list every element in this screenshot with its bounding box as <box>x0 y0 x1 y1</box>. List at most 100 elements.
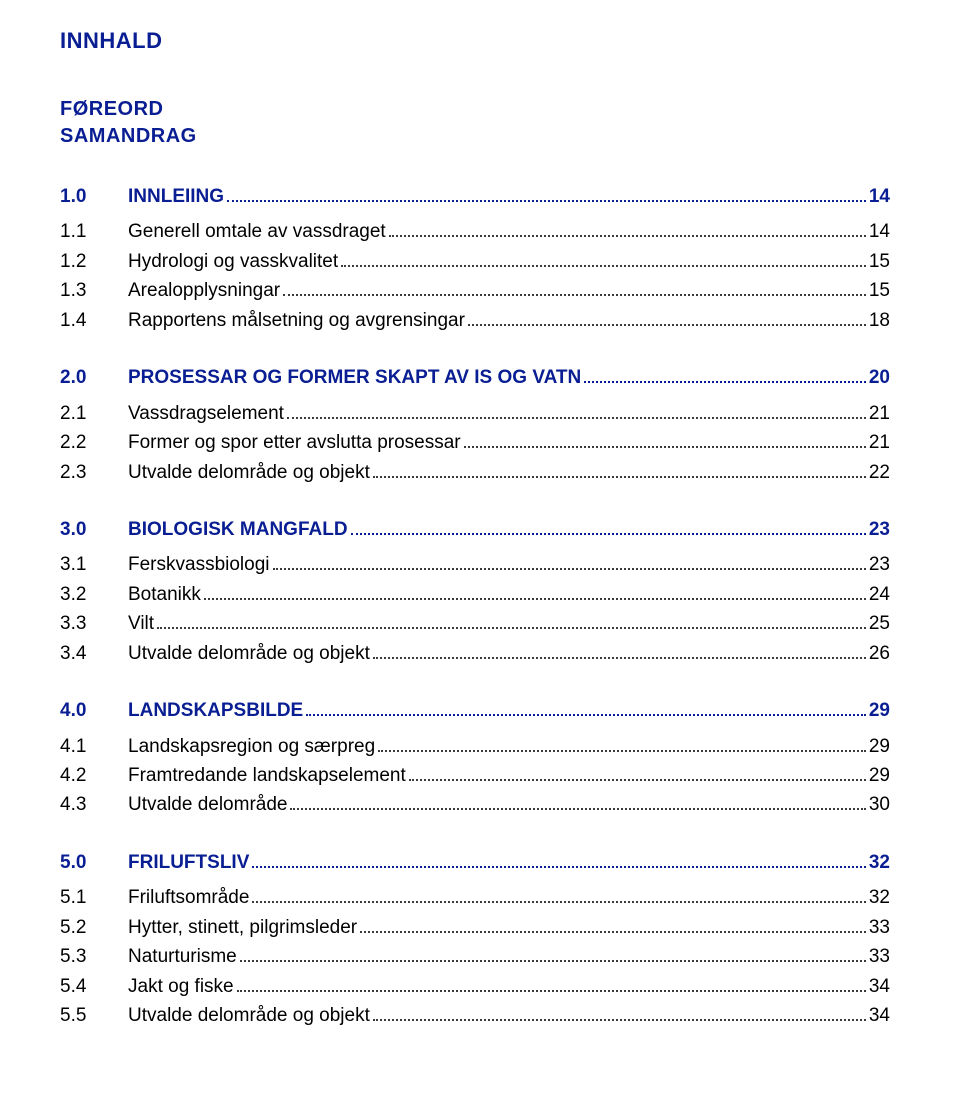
toc-entry-label: Jakt og fiske <box>128 972 234 1001</box>
toc-leader-dots <box>273 551 866 570</box>
toc-entry-label: Vassdragselement <box>128 399 284 428</box>
toc-leader-dots <box>252 884 865 903</box>
toc-entry-number: 1.3 <box>60 276 128 305</box>
toc-entry-number: 2.2 <box>60 428 128 457</box>
toc-entry-page: 23 <box>869 550 890 579</box>
toc-entry: 3.3Vilt 25 <box>60 609 890 638</box>
toc-section-page: 23 <box>869 515 890 544</box>
toc-entry-page: 21 <box>869 428 890 457</box>
preface-line: SAMANDRAG <box>60 123 890 150</box>
toc-entry-number: 3.1 <box>60 550 128 579</box>
toc-entry-page: 14 <box>869 217 890 246</box>
toc-entry-label: Botanikk <box>128 580 201 609</box>
toc-entry: 3.4Utvalde delområde og objekt26 <box>60 639 890 668</box>
toc-entry-page: 33 <box>869 942 890 971</box>
toc-entry: 5.3Naturturisme33 <box>60 942 890 971</box>
toc-entry-label: Hytter, stinett, pilgrimsleder <box>128 913 357 942</box>
toc-entry-label: Hydrologi og vasskvalitet <box>128 247 338 276</box>
toc-entry-number: 3.2 <box>60 580 128 609</box>
toc-entries: 1.1Generell omtale av vassdraget141.2Hyd… <box>60 217 890 335</box>
toc-entry-number: 1.4 <box>60 306 128 335</box>
toc-section-label: BIOLOGISK MANGFALD <box>128 515 348 544</box>
toc-section: 3.0BIOLOGISK MANGFALD 23 <box>60 515 890 544</box>
toc-entry: 4.2Framtredande landskapselement29 <box>60 761 890 790</box>
toc-entry-label: Naturturisme <box>128 942 237 971</box>
toc-leader-dots <box>351 516 866 535</box>
toc-entry: 5.1Friluftsområde32 <box>60 883 890 912</box>
toc-section-label: PROSESSAR OG FORMER SKAPT AV IS OG VATN <box>128 363 581 392</box>
toc-entry-number: 5.4 <box>60 972 128 1001</box>
toc-entry-page: 25 <box>869 609 890 638</box>
toc-entry-number: 5.1 <box>60 883 128 912</box>
toc-section-number: 3.0 <box>60 515 128 544</box>
toc-entry-page: 26 <box>869 639 890 668</box>
toc-entry-label: Friluftsområde <box>128 883 249 912</box>
toc-entry-label: Ferskvassbiologi <box>128 550 270 579</box>
toc-section-page: 32 <box>869 848 890 877</box>
toc-leader-dots <box>252 849 865 868</box>
toc-entry-page: 34 <box>869 972 890 1001</box>
toc-entry-number: 3.3 <box>60 609 128 638</box>
toc-section-group: 5.0FRILUFTSLIV 32 5.1Friluftsområde325.2Hy… <box>60 848 890 1031</box>
toc-entry: 2.2Former og spor etter avslutta prosess… <box>60 428 890 457</box>
toc-section: 2.0PROSESSAR OG FORMER SKAPT AV IS OG VA… <box>60 363 890 392</box>
toc-entry: 1.1Generell omtale av vassdraget14 <box>60 217 890 246</box>
toc-section-group: 4.0LANDSKAPSBILDE29 4.1Landskapsregion og… <box>60 696 890 820</box>
toc-section: 4.0LANDSKAPSBILDE29 <box>60 696 890 725</box>
toc-leader-dots <box>584 364 866 383</box>
toc-leader-dots <box>464 429 866 448</box>
toc-leader-dots <box>409 762 866 781</box>
toc-entry-page: 15 <box>869 276 890 305</box>
toc-entry-page: 29 <box>869 732 890 761</box>
toc-section-number: 5.0 <box>60 848 128 877</box>
toc-leader-dots <box>468 307 866 326</box>
toc-leader-dots <box>306 697 866 716</box>
toc-entry: 4.3Utvalde delområde30 <box>60 790 890 819</box>
toc-entry-number: 4.1 <box>60 732 128 761</box>
toc-entry-number: 2.1 <box>60 399 128 428</box>
toc-section-group: 3.0BIOLOGISK MANGFALD233.1Ferskvassbiolo… <box>60 515 890 668</box>
toc-entries: 3.1Ferskvassbiologi233.2Botanikk243.3Vil… <box>60 550 890 668</box>
toc-leader-dots <box>373 458 866 477</box>
toc-entry: 3.1Ferskvassbiologi 23 <box>60 550 890 579</box>
toc-entry: 2.3Utvalde delområde og objekt 22 <box>60 458 890 487</box>
toc-entry: 5.5Utvalde delområde og objekt34 <box>60 1001 890 1030</box>
toc-section-page: 20 <box>869 363 890 392</box>
toc-entry-page: 22 <box>869 458 890 487</box>
page-title: INNHALD <box>60 28 890 54</box>
toc-section-page: 14 <box>869 182 890 211</box>
toc-entry-label: Vilt <box>128 609 154 638</box>
toc-leader-dots <box>389 218 866 237</box>
toc-entry-label: Framtredande landskapselement <box>128 761 406 790</box>
toc-entries: 5.1Friluftsområde325.2Hytter, stinett, p… <box>60 883 890 1030</box>
toc-leader-dots <box>378 732 866 751</box>
toc-leader-dots <box>341 248 866 267</box>
toc-section-number: 1.0 <box>60 182 128 211</box>
preface-line: FØREORD <box>60 96 890 123</box>
toc-leader-dots <box>373 640 866 659</box>
toc-entry-number: 2.3 <box>60 458 128 487</box>
toc-section-label: FRILUFTSLIV <box>128 848 249 877</box>
toc-entry: 3.2Botanikk 24 <box>60 580 890 609</box>
toc-section: 5.0FRILUFTSLIV 32 <box>60 848 890 877</box>
toc-leader-dots <box>157 610 866 629</box>
toc-leader-dots <box>227 183 866 202</box>
toc-entry-page: 30 <box>869 790 890 819</box>
toc-entry: 2.1Vassdragselement21 <box>60 399 890 428</box>
toc-entry: 5.4Jakt og fiske 34 <box>60 972 890 1001</box>
toc-section-number: 4.0 <box>60 696 128 725</box>
toc-entry-label: Utvalde delområde og objekt <box>128 1001 370 1030</box>
toc-entry-page: 15 <box>869 247 890 276</box>
toc-entry-label: Utvalde delområde og objekt <box>128 458 370 487</box>
toc-section-number: 2.0 <box>60 363 128 392</box>
toc-entry-page: 33 <box>869 913 890 942</box>
toc-entry: 4.1Landskapsregion og særpreg29 <box>60 732 890 761</box>
toc-entry-label: Utvalde delområde og objekt <box>128 639 370 668</box>
toc-entry-number: 1.1 <box>60 217 128 246</box>
toc-leader-dots <box>204 581 866 600</box>
toc-entry: 1.2Hydrologi og vasskvalitet15 <box>60 247 890 276</box>
toc-entry: 5.2Hytter, stinett, pilgrimsleder33 <box>60 913 890 942</box>
toc-entry: 1.4Rapportens målsetning og avgrensingar… <box>60 306 890 335</box>
toc-entry-page: 24 <box>869 580 890 609</box>
toc-entry-page: 29 <box>869 761 890 790</box>
